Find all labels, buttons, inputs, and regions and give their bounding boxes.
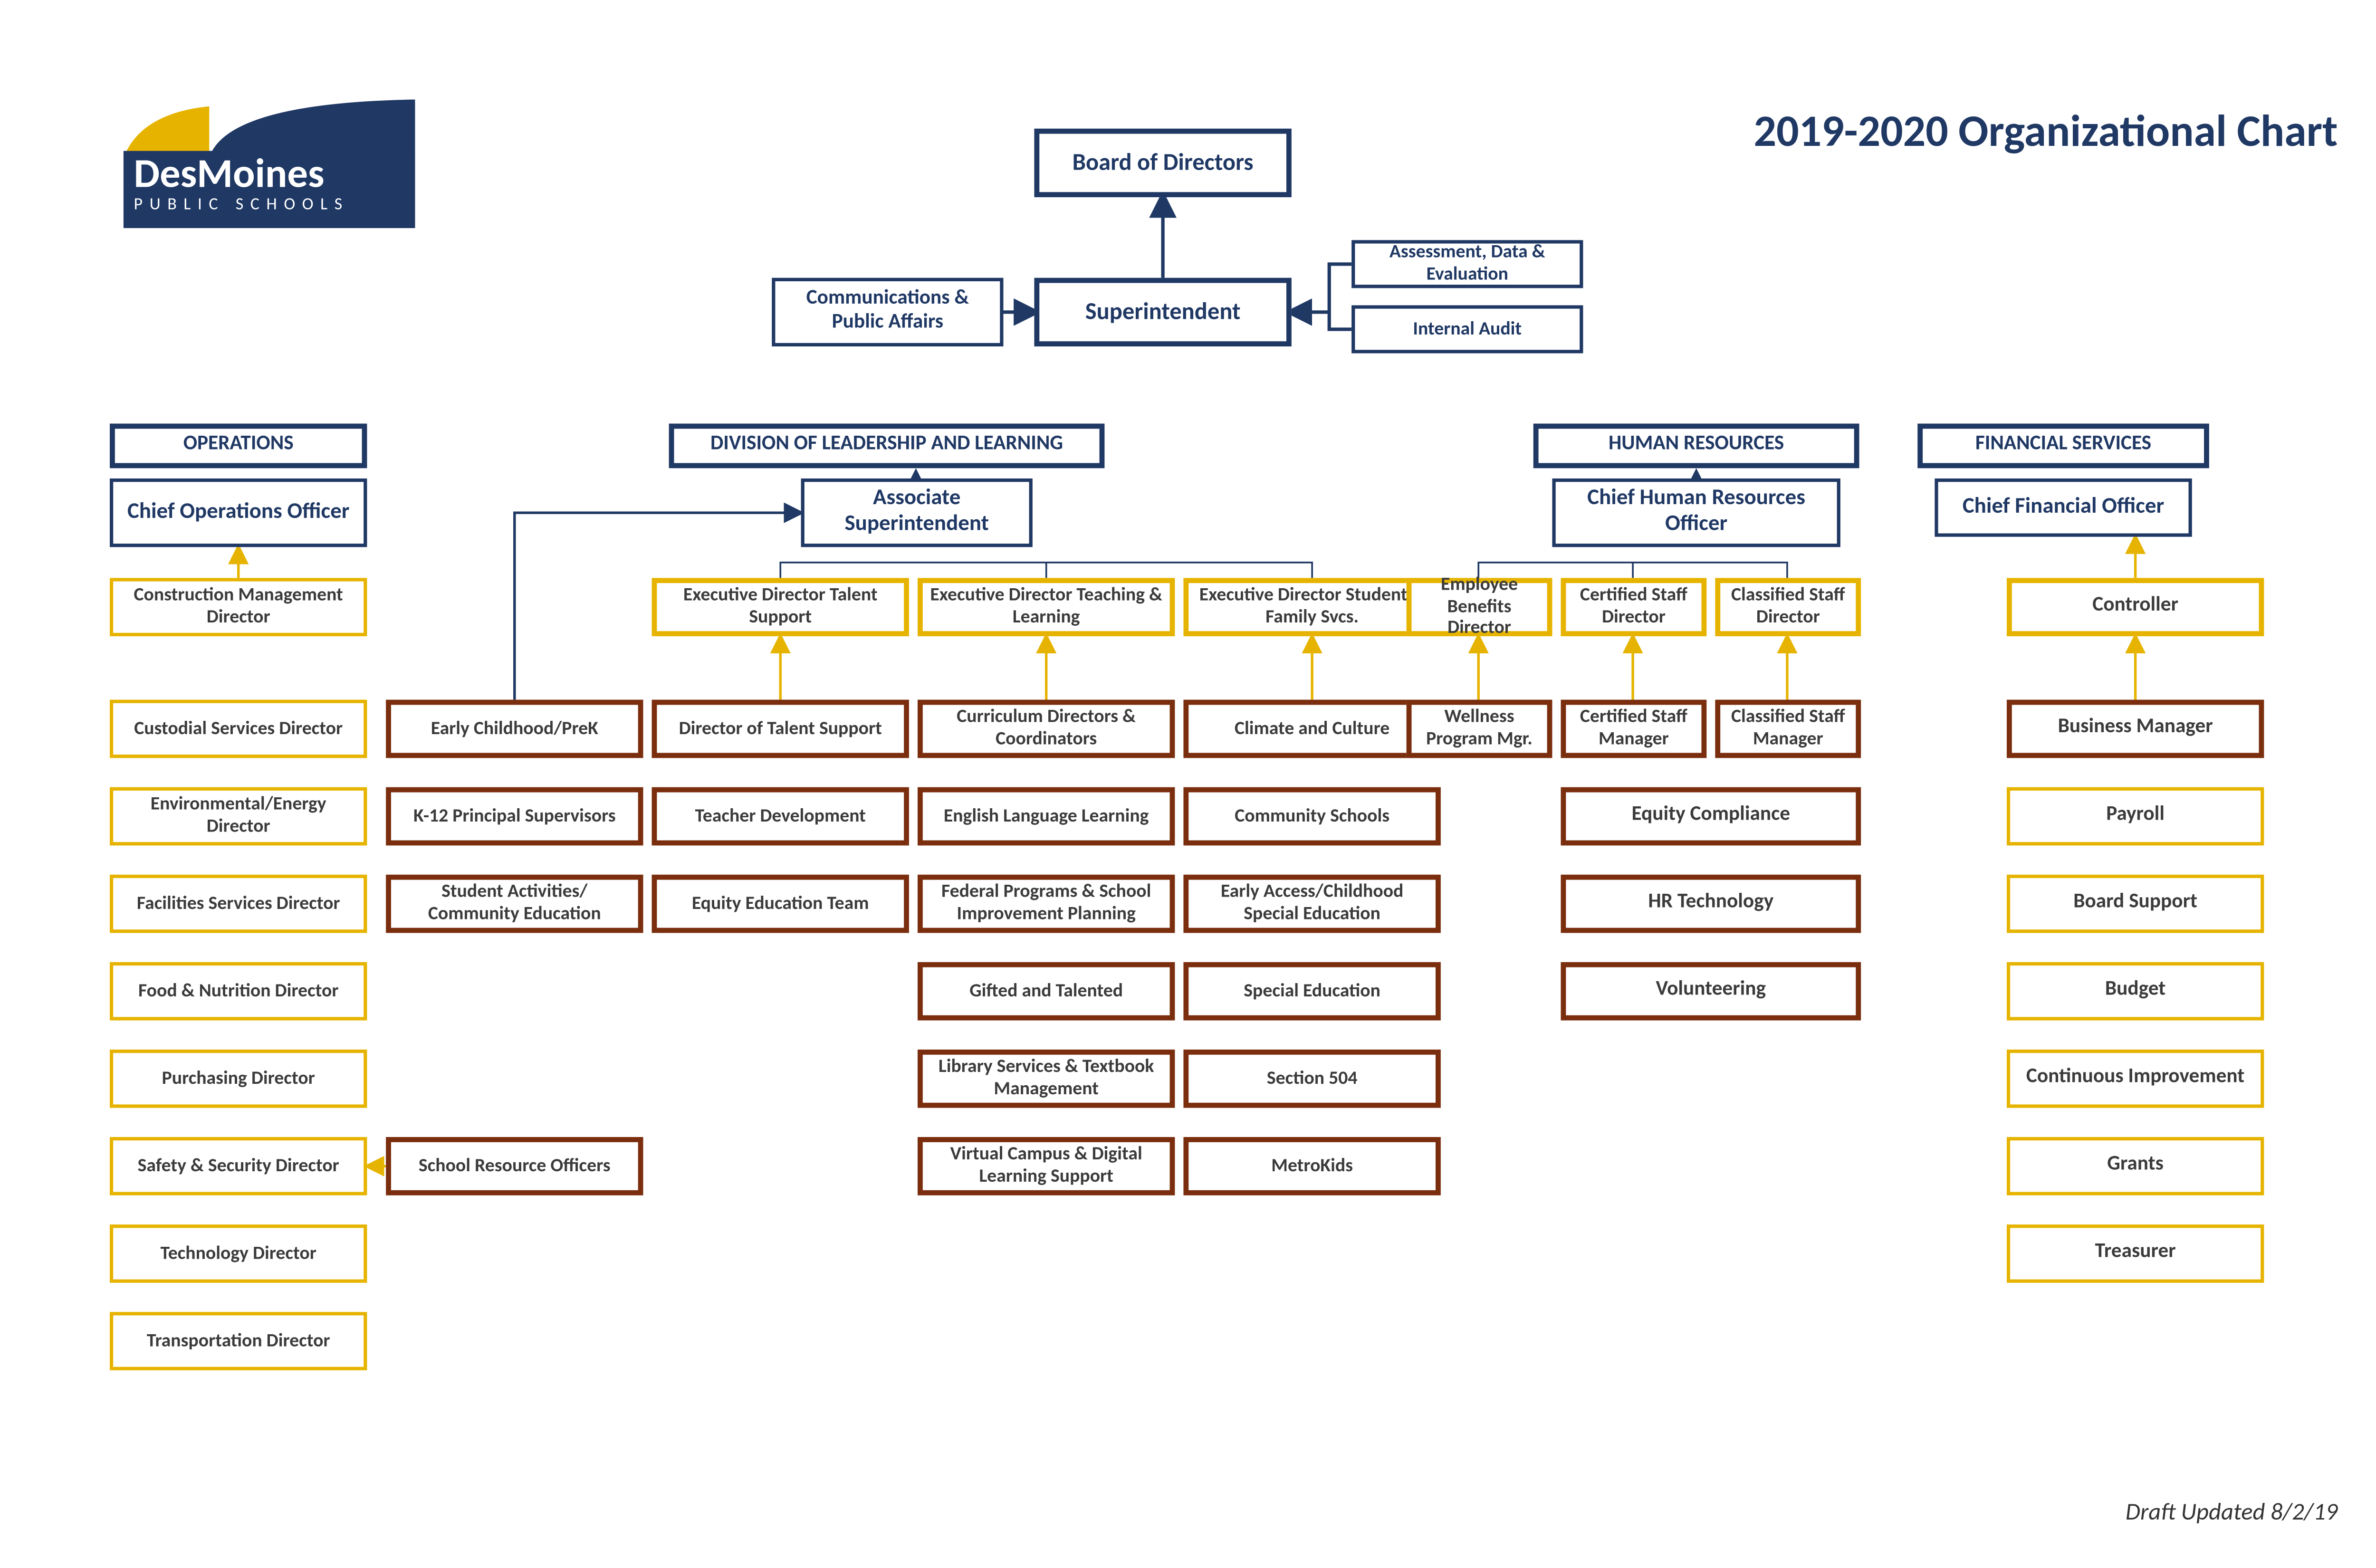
ops-2: Environmental/Energy Director <box>110 787 367 846</box>
ops-8: Transportation Director <box>110 1312 367 1370</box>
fin-0: Business Manager <box>2007 700 2264 758</box>
csd-0: Certified Staff Manager <box>1561 700 1707 758</box>
ops-7: Technology Director <box>110 1224 367 1283</box>
cld-0: Classified Staff Manager <box>1715 700 1861 758</box>
sfs-1: Community Schools <box>1183 787 1440 846</box>
chief-operations: Chief Operations Officer <box>110 478 367 547</box>
ops-1: Custodial Services Director <box>110 700 367 758</box>
exec-classified-staff: Classified Staff Director <box>1715 578 1861 636</box>
dept-dll: DIVISION OF LEADERSHIP AND LEARNING <box>669 424 1105 468</box>
sfs-5: MetroKids <box>1183 1137 1440 1195</box>
ops-3: Facilities Services Director <box>110 875 367 933</box>
exec-certified-staff: Certified Staff Director <box>1561 578 1707 636</box>
tl-2: Federal Programs & School Improvement Pl… <box>918 875 1175 933</box>
tl-4: Library Services & Textbook Management <box>918 1050 1175 1108</box>
exec-controller: Controller <box>2007 578 2264 636</box>
logo-line2: PUBLIC SCHOOLS <box>134 195 405 212</box>
tl-3: Gifted and Talented <box>918 962 1175 1021</box>
dept-operations: OPERATIONS <box>110 424 367 468</box>
chief-hr: Chief Human Resources Officer <box>1552 478 1840 547</box>
exec-teaching-learning: Executive Director Teaching & Learning <box>918 578 1175 636</box>
ts-2: Equity Education Team <box>652 875 909 933</box>
ops-4: Food & Nutrition Director <box>110 962 367 1021</box>
hr-shared-0: Equity Compliance <box>1561 787 1861 846</box>
node-communications: Communications & Public Affairs <box>772 278 1003 346</box>
pre-1: K-12 Principal Supervisors <box>386 787 643 846</box>
fin-3: Budget <box>2007 962 2264 1021</box>
dept-fin: FINANCIAL SERVICES <box>1917 424 2209 468</box>
sfs-2: Early Access/Childhood Special Education <box>1183 875 1440 933</box>
ops-5: Purchasing Director <box>110 1050 367 1108</box>
exec-student-family: Executive Director Student & Family Svcs… <box>1183 578 1440 636</box>
chief-financial: Chief Financial Officer <box>1935 478 2192 537</box>
page-title: 2019-2020 Organizational Chart <box>1754 103 2338 158</box>
ebd-0: Wellness Program Mgr. <box>1407 700 1552 758</box>
fin-6: Treasurer <box>2007 1224 2264 1283</box>
node-assessment: Assessment, Data & Evaluation <box>1351 240 1583 288</box>
tl-1: English Language Learning <box>918 787 1175 846</box>
node-internal-audit: Internal Audit <box>1351 305 1583 353</box>
hr-shared-2: Volunteering <box>1561 962 1861 1021</box>
footer-note: Draft Updated 8/2/19 <box>2126 1497 2338 1526</box>
fin-1: Payroll <box>2007 787 2264 846</box>
exec-talent-support: Executive Director Talent Support <box>652 578 909 636</box>
sfs-3: Special Education <box>1183 962 1440 1021</box>
node-board: Board of Directors <box>1034 129 1291 197</box>
sfs-0: Climate and Culture <box>1183 700 1440 758</box>
fin-4: Continuous Improvement <box>2007 1050 2264 1108</box>
logo: DesMoines PUBLIC SCHOOLS <box>124 99 415 228</box>
fin-2: Board Support <box>2007 875 2264 933</box>
hr-shared-1: HR Technology <box>1561 875 1861 933</box>
ts-1: Teacher Development <box>652 787 909 846</box>
logo-line1: DesMoines <box>134 154 405 196</box>
pre-2: Student Activities/ Community Education <box>386 875 643 933</box>
fin-5: Grants <box>2007 1137 2264 1195</box>
tl-5: Virtual Campus & Digital Learning Suppor… <box>918 1137 1175 1195</box>
pre-sro: School Resource Officers <box>386 1137 643 1195</box>
node-superintendent: Superintendent <box>1034 278 1291 346</box>
associate-superintendent: Associate Superintendent <box>801 478 1033 547</box>
pre-0: Early Childhood/PreK <box>386 700 643 758</box>
ops-0: Construction Management Director <box>110 578 367 636</box>
ts-0: Director of Talent Support <box>652 700 909 758</box>
tl-0: Curriculum Directors & Coordinators <box>918 700 1175 758</box>
exec-employee-benefits: Employee Benefits Director <box>1407 578 1552 636</box>
dept-hr: HUMAN RESOURCES <box>1533 424 1859 468</box>
ops-6: Safety & Security Director <box>110 1137 367 1195</box>
sfs-4: Section 504 <box>1183 1050 1440 1108</box>
